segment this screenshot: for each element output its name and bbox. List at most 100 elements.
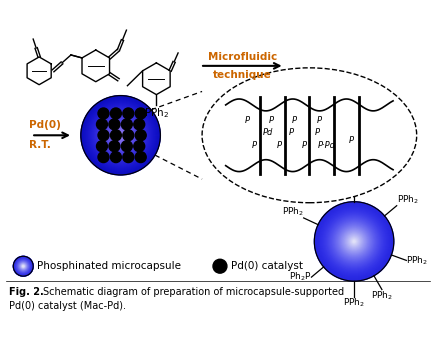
Circle shape <box>334 221 374 261</box>
Circle shape <box>17 260 29 272</box>
Circle shape <box>331 218 377 265</box>
Circle shape <box>14 257 33 275</box>
Circle shape <box>15 258 31 274</box>
Circle shape <box>92 107 149 164</box>
Circle shape <box>105 120 136 151</box>
Circle shape <box>110 125 131 146</box>
Circle shape <box>114 129 127 142</box>
Circle shape <box>19 262 27 270</box>
Circle shape <box>90 105 151 166</box>
Circle shape <box>90 105 151 166</box>
Circle shape <box>340 227 369 256</box>
Circle shape <box>18 261 28 271</box>
Circle shape <box>14 256 33 276</box>
Circle shape <box>108 122 134 148</box>
Circle shape <box>135 108 146 119</box>
Circle shape <box>20 262 27 270</box>
Circle shape <box>96 111 145 160</box>
Circle shape <box>19 262 27 271</box>
Circle shape <box>21 264 26 269</box>
Circle shape <box>20 263 26 269</box>
Circle shape <box>116 131 125 139</box>
Circle shape <box>325 213 383 270</box>
Text: P: P <box>277 141 282 150</box>
Circle shape <box>14 257 33 276</box>
Circle shape <box>334 222 374 261</box>
Circle shape <box>315 203 393 280</box>
Text: P: P <box>302 141 307 150</box>
Circle shape <box>110 152 121 163</box>
Circle shape <box>342 230 366 253</box>
Circle shape <box>351 238 357 244</box>
Text: R.T.: R.T. <box>29 140 51 150</box>
Circle shape <box>327 214 381 269</box>
Circle shape <box>17 260 29 272</box>
Circle shape <box>341 228 368 255</box>
Circle shape <box>17 260 29 272</box>
Circle shape <box>324 212 384 271</box>
Circle shape <box>337 225 371 258</box>
Circle shape <box>353 240 355 242</box>
Text: PPh$_2$: PPh$_2$ <box>397 193 419 206</box>
Circle shape <box>19 262 28 271</box>
Circle shape <box>16 259 31 274</box>
Circle shape <box>23 266 24 267</box>
Ellipse shape <box>202 68 417 203</box>
Circle shape <box>21 264 26 269</box>
Circle shape <box>319 207 389 276</box>
Circle shape <box>21 264 25 268</box>
Circle shape <box>14 257 32 275</box>
Circle shape <box>19 262 27 270</box>
Text: P·Pd: P·Pd <box>318 141 336 150</box>
Circle shape <box>109 141 120 152</box>
Circle shape <box>89 103 153 167</box>
Circle shape <box>108 123 133 148</box>
Circle shape <box>325 212 383 271</box>
Text: technique: technique <box>213 70 272 80</box>
Circle shape <box>119 134 122 137</box>
Text: P: P <box>252 141 257 150</box>
Circle shape <box>82 96 160 174</box>
Circle shape <box>89 104 152 167</box>
Circle shape <box>113 128 128 143</box>
Circle shape <box>94 109 147 162</box>
Circle shape <box>116 130 126 140</box>
Circle shape <box>322 210 386 273</box>
Circle shape <box>84 99 157 172</box>
Text: P: P <box>289 128 294 137</box>
Circle shape <box>20 263 27 269</box>
Text: P: P <box>269 116 274 125</box>
Circle shape <box>16 258 31 274</box>
Circle shape <box>22 265 24 267</box>
Circle shape <box>337 224 371 259</box>
Circle shape <box>335 223 373 260</box>
Circle shape <box>17 260 30 273</box>
Circle shape <box>213 259 227 273</box>
Circle shape <box>103 118 138 153</box>
Circle shape <box>347 234 361 249</box>
Circle shape <box>22 265 25 268</box>
Circle shape <box>87 102 154 168</box>
Circle shape <box>82 97 159 174</box>
Circle shape <box>336 223 372 259</box>
Circle shape <box>14 256 33 276</box>
Circle shape <box>93 108 148 163</box>
Circle shape <box>14 257 32 275</box>
Circle shape <box>338 226 370 257</box>
Circle shape <box>319 206 389 276</box>
Circle shape <box>324 211 384 272</box>
Circle shape <box>104 119 137 152</box>
Circle shape <box>344 231 364 252</box>
Circle shape <box>20 263 27 270</box>
Circle shape <box>14 257 32 275</box>
Circle shape <box>16 259 31 273</box>
Circle shape <box>330 218 378 265</box>
Circle shape <box>120 135 121 136</box>
Circle shape <box>123 152 134 163</box>
Circle shape <box>98 113 143 158</box>
Circle shape <box>123 108 134 119</box>
Text: PPh$_2$: PPh$_2$ <box>343 171 365 184</box>
Text: Pd: Pd <box>262 128 273 137</box>
Circle shape <box>332 219 376 264</box>
Circle shape <box>106 120 136 150</box>
